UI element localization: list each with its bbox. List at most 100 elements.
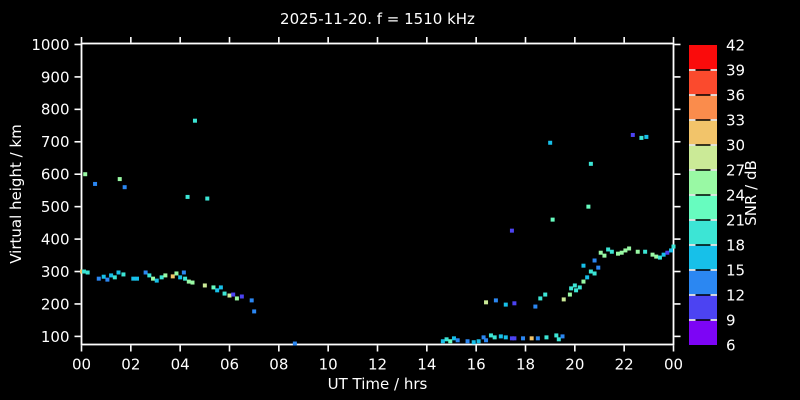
data-point	[109, 273, 114, 278]
data-point	[249, 298, 254, 303]
x-tick-label: 06	[220, 356, 239, 374]
data-point	[151, 276, 156, 281]
data-point	[96, 276, 101, 281]
data-point	[616, 251, 620, 256]
data-point	[239, 294, 244, 299]
data-point	[484, 338, 489, 343]
data-point	[569, 286, 574, 291]
y-tick-label: 900	[41, 68, 70, 86]
data-point	[665, 250, 670, 255]
data-point	[556, 337, 561, 342]
data-point	[592, 271, 597, 276]
colorbar-cell	[689, 320, 717, 345]
data-point	[181, 270, 186, 275]
data-point	[131, 276, 136, 281]
data-point	[185, 194, 190, 199]
data-point	[661, 252, 666, 257]
colorbar-cell	[689, 170, 717, 195]
colorbar-cell	[689, 145, 717, 170]
data-point	[170, 274, 175, 279]
colorbar-tick-label: 24	[726, 186, 745, 204]
colorbar-tick-label: 18	[726, 236, 745, 254]
data-point	[623, 248, 628, 253]
data-point	[503, 302, 508, 307]
y-tick-label: 200	[41, 295, 70, 313]
data-point	[451, 336, 456, 341]
data-point	[567, 292, 572, 297]
y-tick-label: 700	[41, 133, 70, 151]
colorbar-cell	[689, 220, 717, 245]
data-point	[550, 217, 555, 222]
data-point	[448, 339, 453, 344]
data-point	[538, 296, 543, 301]
data-point	[143, 270, 148, 275]
data-point	[117, 177, 122, 182]
colorbar-tick-label: 30	[726, 136, 745, 154]
data-point	[581, 263, 586, 268]
data-point	[135, 276, 139, 281]
x-tick-label: 04	[171, 356, 190, 374]
x-tick-label: 00	[72, 356, 91, 374]
data-point	[186, 279, 191, 284]
data-point	[639, 135, 644, 140]
y-tick-label: 800	[41, 101, 70, 119]
data-point	[476, 339, 481, 344]
data-point	[627, 246, 632, 251]
data-point	[592, 258, 597, 263]
data-point	[178, 275, 183, 280]
data-point	[572, 283, 577, 288]
data-point	[183, 276, 188, 281]
data-point	[498, 334, 503, 339]
data-point	[503, 335, 508, 340]
data-point	[218, 285, 223, 290]
data-point	[602, 253, 607, 258]
data-point	[543, 292, 548, 297]
data-point	[598, 250, 603, 255]
x-tick-label: 22	[615, 356, 634, 374]
y-tick-label: 400	[41, 230, 70, 248]
plot-frame	[80, 42, 675, 346]
y-tick-label: 500	[41, 198, 70, 216]
colorbar-tick-label: 36	[726, 86, 745, 104]
data-point	[154, 278, 159, 283]
data-point	[493, 298, 498, 303]
x-tick-label: 12	[368, 356, 387, 374]
colorbar-cell	[689, 70, 717, 95]
data-point	[544, 335, 549, 340]
colorbar-tick-label: 9	[726, 311, 736, 329]
data-point	[484, 300, 489, 305]
data-point	[121, 272, 126, 277]
data-point	[650, 252, 655, 257]
data-point	[586, 204, 591, 209]
x-axis-label: UT Time / hrs	[327, 375, 428, 393]
colorbar-tick-label: 12	[726, 286, 745, 304]
colorbar-tick-label: 39	[726, 61, 745, 79]
data-point	[548, 140, 553, 145]
colorbar-tick-label: 15	[726, 261, 745, 279]
data-point	[105, 277, 110, 282]
data-point	[574, 288, 579, 293]
y-axis-label: Virtual height / km	[7, 124, 25, 264]
data-point	[588, 269, 593, 274]
colorbar-cell	[689, 295, 717, 320]
data-point	[163, 273, 168, 278]
data-point	[234, 296, 239, 301]
data-point	[657, 255, 662, 260]
data-point	[440, 339, 445, 344]
data-point	[83, 172, 88, 177]
data-point	[455, 338, 460, 343]
data-point	[533, 304, 538, 309]
data-point	[588, 161, 593, 166]
colorbar-cell	[689, 45, 717, 70]
data-point	[635, 249, 640, 254]
data-point	[654, 254, 659, 259]
data-point	[481, 335, 486, 340]
y-tick-label: 600	[41, 166, 70, 184]
data-point	[529, 336, 534, 341]
data-point	[192, 118, 197, 123]
x-tick-label: 16	[467, 356, 486, 374]
colorbar-cell	[689, 270, 717, 295]
data-point	[488, 333, 493, 338]
data-point	[174, 271, 179, 276]
